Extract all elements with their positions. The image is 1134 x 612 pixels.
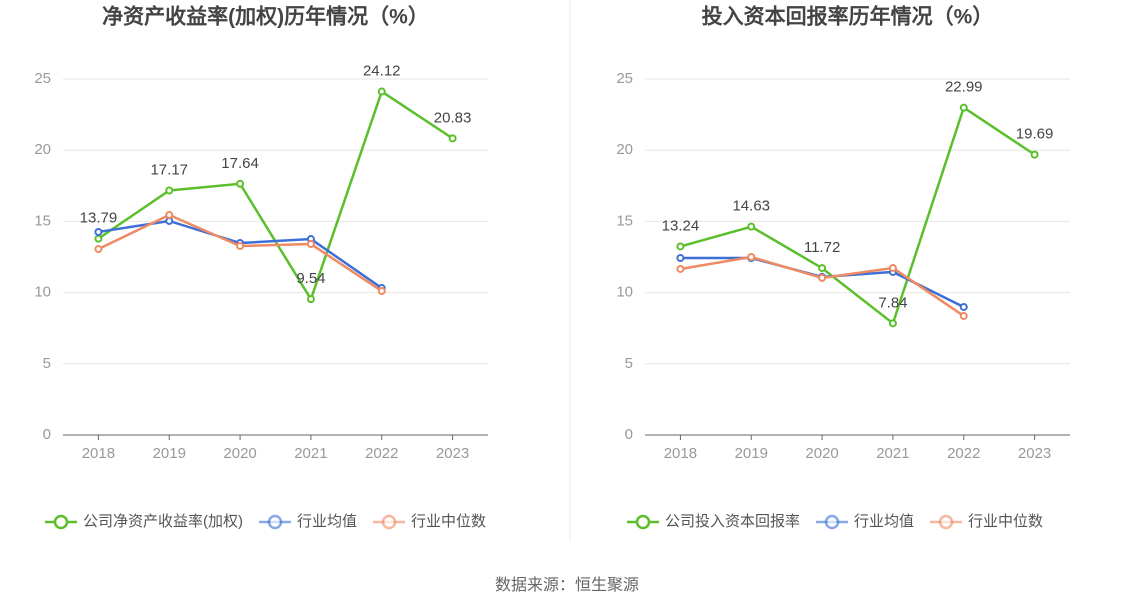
point: [959, 103, 968, 112]
point: [818, 273, 827, 282]
legend-marker: [267, 514, 283, 530]
y-tick-label: 20: [616, 141, 633, 158]
series-line: [680, 105, 1036, 326]
y-tick-label: 15: [616, 212, 633, 229]
legend-label: 公司净资产收益率(加权): [83, 513, 243, 530]
legend-label: 行业中位数: [411, 513, 486, 530]
data-label: 9.54: [296, 270, 325, 287]
x-tick-label: 2022: [947, 445, 980, 462]
point: [888, 319, 897, 328]
point: [888, 263, 897, 272]
data-label: 17.64: [221, 155, 259, 172]
series-line: [97, 89, 454, 303]
y-tick-label: 0: [43, 426, 51, 443]
x-tick-label: 2023: [436, 445, 469, 462]
y-tick-label: 5: [625, 355, 633, 372]
chart-title: 净资产收益率(加权)历年情况（%）: [102, 5, 429, 29]
point: [448, 134, 457, 143]
point: [94, 234, 103, 243]
data-label: 7.84: [878, 294, 907, 311]
x-tick-label: 2020: [223, 445, 256, 462]
x-tick-label: 2023: [1018, 445, 1051, 462]
point: [236, 179, 245, 188]
point: [676, 253, 685, 262]
y-tick-label: 10: [34, 284, 51, 301]
y-tick-label: 5: [43, 355, 51, 372]
legend-marker: [824, 514, 840, 530]
y-tick-label: 10: [616, 284, 633, 301]
legend-label: 行业中位数: [968, 513, 1043, 530]
point: [747, 253, 756, 261]
point: [818, 264, 827, 273]
x-tick-label: 2018: [82, 445, 115, 462]
x-tick-label: 2021: [294, 445, 327, 462]
legend-marker: [53, 514, 69, 530]
y-tick-label: 0: [625, 426, 633, 443]
data-label: 11.72: [804, 239, 840, 256]
data-label: 20.83: [434, 109, 472, 126]
legend-label: 行业均值: [854, 513, 914, 530]
point: [747, 222, 756, 231]
point: [959, 311, 968, 320]
legend-marker: [938, 514, 954, 530]
point: [94, 227, 103, 236]
data-label: 13.79: [80, 210, 118, 227]
data-label: 17.17: [150, 161, 188, 178]
point: [377, 87, 386, 96]
y-tick-label: 15: [34, 212, 51, 229]
x-tick-label: 2019: [153, 445, 186, 462]
point: [306, 295, 315, 304]
y-tick-label: 20: [34, 141, 51, 158]
point: [236, 242, 245, 251]
source: 数据来源：恒生聚源: [495, 576, 639, 594]
x-tick-label: 2022: [365, 445, 398, 462]
x-tick-label: 2019: [735, 445, 768, 462]
data-label: 22.99: [945, 79, 983, 96]
x-tick-label: 2021: [876, 445, 909, 462]
legend-marker: [635, 514, 651, 530]
data-label: 19.69: [1016, 126, 1054, 143]
point: [306, 240, 315, 249]
point: [676, 264, 685, 273]
point: [377, 287, 386, 296]
legend-marker: [381, 514, 397, 530]
legend-label: 行业均值: [297, 513, 357, 530]
x-tick-label: 2020: [805, 445, 838, 462]
series-line: [98, 219, 383, 290]
y-tick-label: 25: [616, 70, 633, 87]
point: [676, 242, 685, 251]
data-label: 13.24: [662, 217, 700, 234]
data-label: 14.63: [732, 198, 770, 215]
x-tick-label: 2018: [664, 445, 697, 462]
point: [165, 186, 174, 195]
point: [959, 302, 968, 311]
point: [165, 210, 174, 219]
legend-label: 公司投入资本回报率: [665, 513, 800, 530]
chart-title: 投入资本回报率历年情况（%）: [702, 5, 994, 29]
y-tick-label: 25: [34, 70, 51, 87]
point: [94, 245, 103, 254]
point: [1030, 150, 1039, 159]
data-label: 24.12: [363, 62, 401, 79]
